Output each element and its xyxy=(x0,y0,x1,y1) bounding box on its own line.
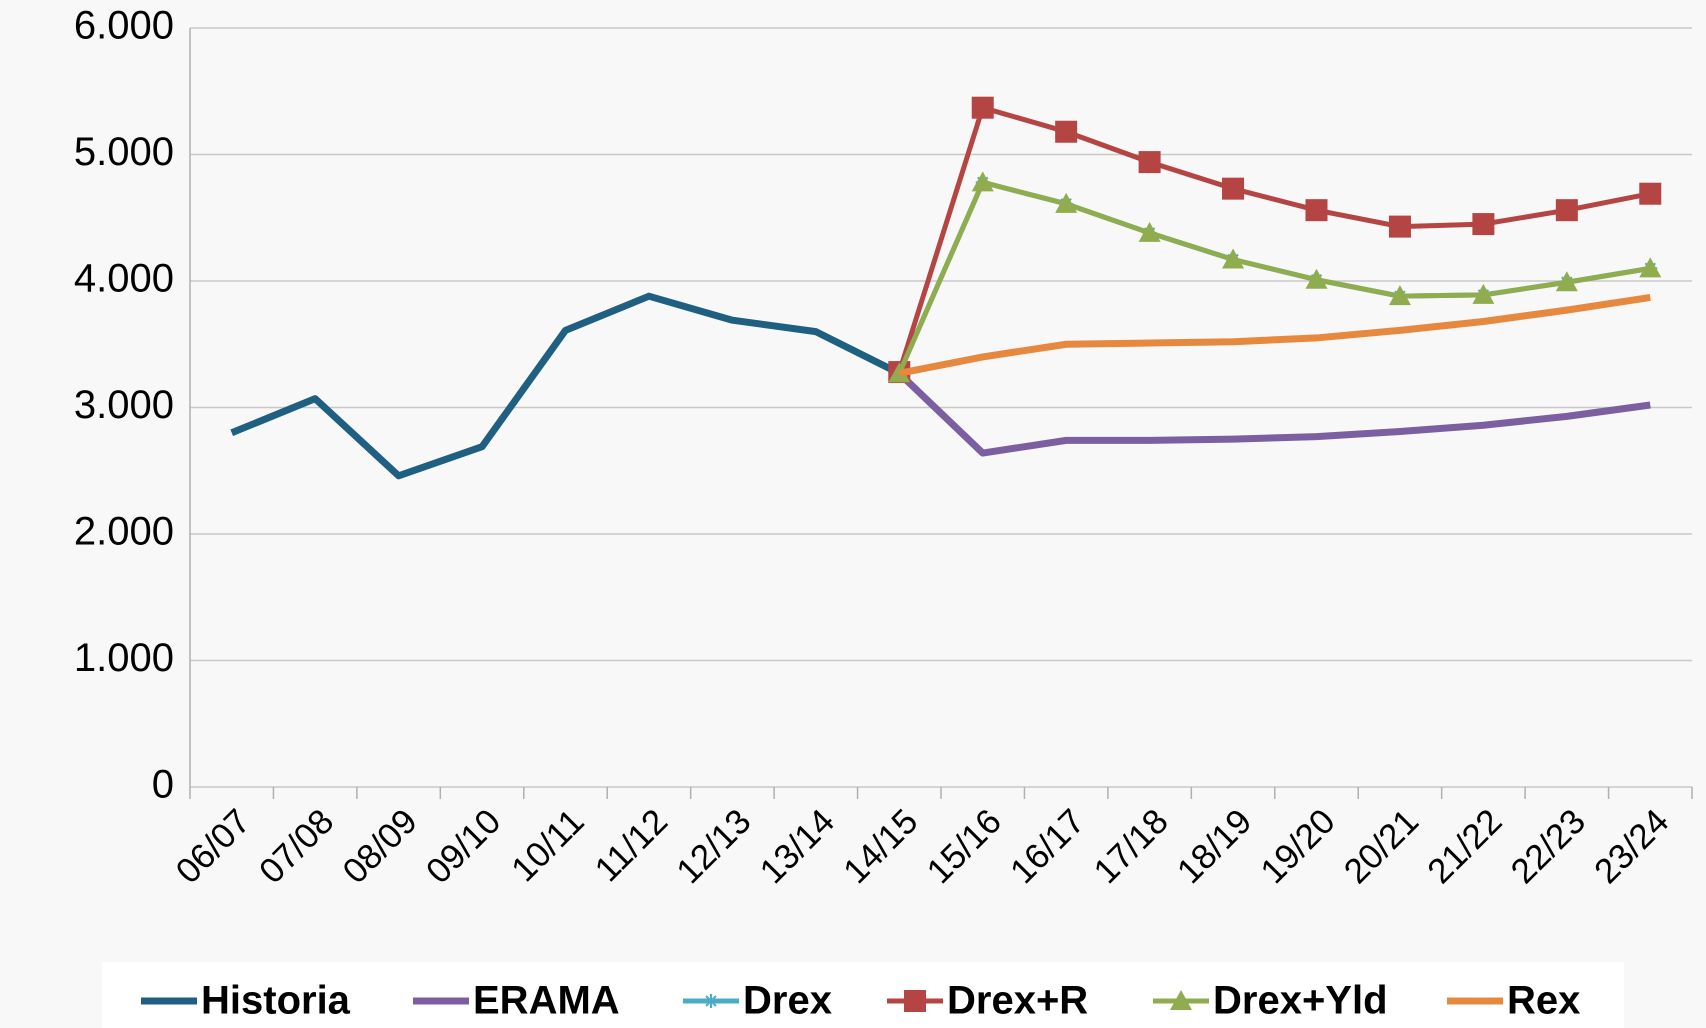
marker xyxy=(971,96,994,119)
marker xyxy=(1305,268,1328,289)
series-line xyxy=(896,105,1651,373)
marker xyxy=(1555,199,1578,222)
y-tick-label: 2.000 xyxy=(74,510,174,554)
legend-box xyxy=(102,962,1624,1028)
series-line xyxy=(896,370,1651,457)
legend-label: Drex xyxy=(743,979,832,1023)
y-tick-label: 3.000 xyxy=(74,383,174,427)
marker xyxy=(1138,221,1161,242)
marker xyxy=(704,994,718,1008)
series-line xyxy=(896,179,1651,375)
marker xyxy=(1305,199,1328,222)
marker xyxy=(1170,990,1192,1010)
legend-label: Rex xyxy=(1507,979,1580,1023)
marker xyxy=(971,171,994,192)
legend-label: Historia xyxy=(201,979,351,1023)
legend-label: Drex+R xyxy=(947,979,1088,1023)
legend-label: ERAMA xyxy=(473,979,620,1023)
marker xyxy=(1222,177,1245,200)
y-tick-label: 4.000 xyxy=(74,257,174,301)
marker xyxy=(1388,285,1411,306)
marker xyxy=(1138,151,1161,174)
y-tick-label: 1.000 xyxy=(74,636,174,680)
y-tick-label: 5.000 xyxy=(74,130,174,174)
marker xyxy=(1555,271,1578,292)
marker xyxy=(1388,215,1411,238)
marker xyxy=(1639,257,1662,278)
y-tick-label: 0 xyxy=(152,763,174,807)
y-tick-label: 6.000 xyxy=(74,4,174,48)
marker xyxy=(1222,248,1245,269)
marker xyxy=(1639,182,1662,205)
legend-label: Drex+Yld xyxy=(1213,979,1388,1023)
marker xyxy=(1472,213,1495,236)
series-line xyxy=(898,293,1651,377)
marker xyxy=(1055,120,1078,143)
marker xyxy=(1472,283,1495,304)
series-line xyxy=(230,292,901,480)
marker xyxy=(1055,192,1078,213)
marker xyxy=(904,990,926,1012)
